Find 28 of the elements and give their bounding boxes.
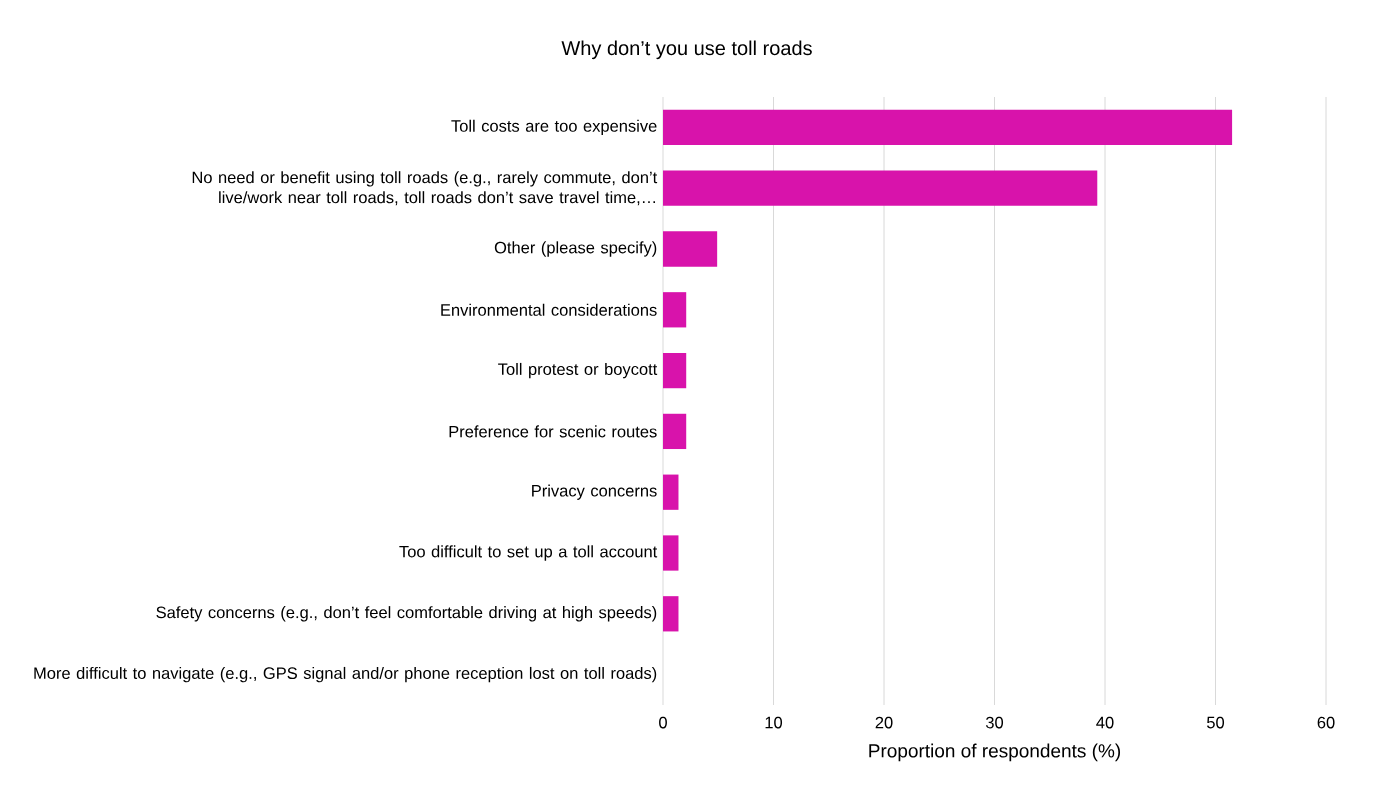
bar (663, 170, 1098, 206)
y-tick-label: Preference for scenic routes (449, 425, 657, 438)
bar (663, 413, 687, 450)
y-tick-label: No need or benefit using toll roads (e.g., rarely commute, don’t live/work near toll roads, toll roads don’t save travel time,… (192, 171, 658, 206)
bar (663, 231, 718, 267)
y-tick-label: Other (please specify) (494, 241, 657, 257)
y-tick-label: More difficult to navigate (e.g., GPS signal and/or phone reception lost on toll roads) (34, 666, 657, 683)
x-tick-label: 40 (1096, 716, 1114, 729)
bar (663, 535, 679, 571)
chart-title: Why don’t you use toll roads (561, 40, 812, 60)
x-tick-label: 50 (1207, 716, 1225, 729)
y-tick-label: Environmental considerations (441, 303, 657, 316)
y-tick-label: Safety concerns (e.g., don’t feel comfortable driving at high speeds) (156, 606, 657, 622)
y-tick-label: Toll costs are too expensive (451, 119, 657, 136)
bar (663, 596, 679, 632)
x-tick-label: 20 (875, 716, 893, 729)
x-tick-label: 30 (985, 716, 1004, 729)
bar (663, 352, 687, 389)
x-tick-label: 0 (659, 716, 667, 729)
bar (663, 474, 679, 510)
y-tick-label: Too difficult to set up a toll account (399, 545, 658, 561)
x-axis-title: Proportion of respondents (%) (869, 743, 1121, 762)
y-tick-label: Toll protest or boycott (498, 362, 658, 379)
x-tick-label: 10 (765, 716, 783, 729)
bar (663, 109, 1233, 146)
bar (663, 292, 687, 328)
x-tick-label: 60 (1317, 716, 1335, 729)
y-tick-label: Privacy concerns (532, 484, 657, 500)
